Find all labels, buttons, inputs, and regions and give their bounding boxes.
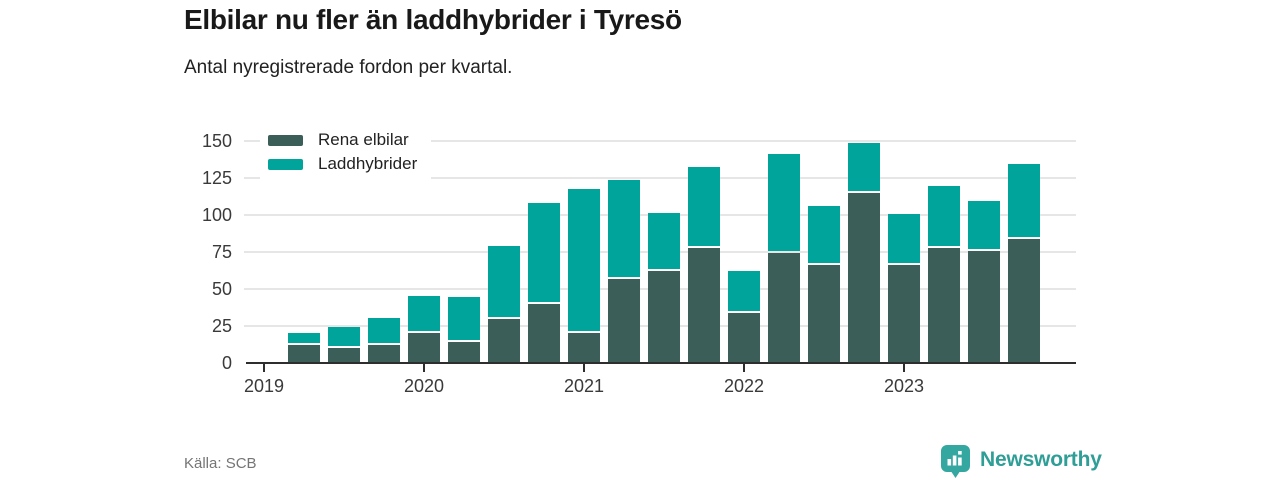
page-subtitle: Antal nyregistrerade fordon per kvartal. [184, 57, 513, 78]
bar-chart-pin-icon [941, 445, 970, 478]
x-axis-tick [423, 364, 425, 372]
bar-segment-laddhybrider [288, 332, 320, 344]
bar-segment-rena-elbilar [728, 312, 760, 363]
page-title: Elbilar nu fler än laddhybrider i Tyresö [184, 4, 682, 35]
legend-item-laddhybrider: Laddhybrider [268, 152, 417, 176]
legend-label: Rena elbilar [318, 130, 409, 149]
bar-segment-rena-elbilar [528, 303, 560, 363]
x-axis-tick [263, 364, 265, 372]
bar-segment-rena-elbilar [848, 192, 880, 363]
bar-segment-laddhybrider [928, 186, 960, 246]
gridline [244, 177, 1076, 179]
bar-segment-rena-elbilar [608, 278, 640, 363]
newsworthy-logo: Newsworthy [940, 444, 1102, 479]
bar-segment-rena-elbilar [808, 265, 840, 363]
bar-segment-laddhybrider [1008, 164, 1040, 237]
x-axis-tick [583, 364, 585, 372]
bar-segment-rena-elbilar [688, 247, 720, 363]
y-tick-label: 75 [211, 242, 232, 262]
bar-segment-laddhybrider [848, 143, 880, 191]
bar-segment-rena-elbilar [768, 253, 800, 363]
x-axis-tick [903, 364, 905, 372]
legend-swatch-rena-elbilar [268, 134, 303, 146]
bar-segment-rena-elbilar [488, 318, 520, 363]
bar-segment-laddhybrider [328, 326, 360, 347]
bar-segment-laddhybrider [648, 213, 680, 270]
x-tick-label: 2019 [243, 376, 285, 396]
y-tick-label: 100 [201, 205, 232, 225]
x-axis-line [246, 362, 1076, 364]
brand-wordmark: Newsworthy [980, 447, 1102, 471]
bar-segment-rena-elbilar [288, 345, 320, 363]
bar-segment-laddhybrider [728, 270, 760, 311]
x-tick-label: 2022 [723, 376, 765, 396]
bar-segment-laddhybrider [408, 295, 440, 332]
bar-segment-laddhybrider [808, 205, 840, 264]
bar-segment-laddhybrider [968, 201, 1000, 249]
gridline [244, 140, 1076, 142]
x-axis-tick [743, 364, 745, 372]
bar-segment-laddhybrider [448, 297, 480, 341]
bar-segment-laddhybrider [688, 167, 720, 246]
x-tick-label: 2023 [883, 376, 925, 396]
bar-segment-rena-elbilar [648, 271, 680, 363]
legend-swatch-laddhybrider [268, 158, 303, 170]
source-credit: Källa: SCB [184, 455, 257, 472]
bar-segment-laddhybrider [488, 245, 520, 317]
y-tick-label: 125 [201, 168, 232, 188]
legend-item-rena-elbilar: Rena elbilar [268, 128, 417, 152]
bar-segment-rena-elbilar [448, 342, 480, 363]
bar-segment-rena-elbilar [368, 345, 400, 363]
bar-segment-laddhybrider [368, 318, 400, 344]
y-tick-label: 50 [211, 279, 232, 299]
chart-legend: Rena elbilar Laddhybrider [260, 126, 432, 180]
bar-segment-rena-elbilar [968, 250, 1000, 363]
bar-segment-rena-elbilar [1008, 238, 1040, 363]
bar-segment-laddhybrider [528, 202, 560, 302]
legend-label: Laddhybrider [318, 154, 418, 173]
bar-segment-laddhybrider [568, 189, 600, 332]
bar-segment-laddhybrider [768, 153, 800, 252]
bar-segment-rena-elbilar [888, 265, 920, 363]
y-tick-label: 0 [221, 353, 232, 373]
bar-segment-laddhybrider [888, 214, 920, 264]
y-tick-label: 25 [211, 316, 232, 336]
x-tick-label: 2020 [403, 376, 445, 396]
bar-segment-laddhybrider [608, 180, 640, 277]
bar-segment-rena-elbilar [408, 333, 440, 363]
x-tick-label: 2021 [563, 376, 605, 396]
bar-segment-rena-elbilar [928, 247, 960, 363]
bar-segment-rena-elbilar [328, 348, 360, 363]
y-tick-label: 150 [201, 131, 232, 151]
bar-segment-rena-elbilar [568, 333, 600, 363]
